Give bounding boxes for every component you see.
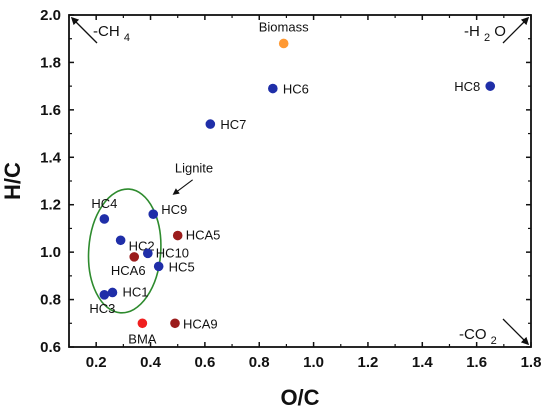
y-axis-tick-label: 0.6 — [40, 339, 61, 356]
point-label-hc10: HC10 — [156, 245, 189, 260]
point-label-hc5: HC5 — [169, 259, 195, 274]
lignite-arrow — [172, 179, 193, 195]
point-hc10 — [143, 248, 153, 259]
water-loss-label: -H 2 O — [464, 23, 506, 45]
x-axis-tick-label: 1.4 — [412, 354, 434, 371]
methane-loss-label: -CH 4 — [93, 23, 130, 44]
point-hc7 — [205, 119, 216, 129]
carbon-dioxide-loss-label: -CO 2 — [459, 326, 497, 347]
point-hc8 — [485, 81, 496, 91]
point-hc9 — [148, 209, 159, 219]
point-hca6 — [129, 252, 140, 262]
x-axis-tick-label: 1.6 — [466, 354, 487, 371]
water-label-suffix: O — [494, 23, 506, 40]
point-hca9 — [170, 318, 180, 329]
point-hc6 — [268, 83, 278, 94]
point-label-hc1: HC1 — [122, 284, 148, 299]
point-label-hc9: HC9 — [161, 202, 187, 217]
point-hc4 — [99, 214, 110, 224]
point-label-hc7: HC7 — [220, 117, 246, 132]
point-hc3 — [99, 290, 110, 300]
y-axis-tick-label: 1.0 — [40, 244, 61, 261]
y-axis-tick-label: 1.4 — [40, 149, 62, 166]
point-label-biomass: Biomass — [259, 19, 309, 34]
water-label-prefix: -H — [464, 23, 480, 40]
x-axis-tick-label: 0.8 — [249, 354, 270, 371]
x-axis-tick-label: 0.6 — [194, 354, 215, 371]
methane-label-prefix: -CH — [93, 23, 120, 40]
carbon-dioxide-label-prefix: -CO — [459, 326, 487, 343]
x-axis-tick-label: 1.8 — [521, 354, 542, 371]
y-axis-tick-label: 1.6 — [40, 102, 61, 119]
x-axis-tick-label: 0.2 — [86, 354, 107, 371]
carbon-dioxide-label-subscript: 2 — [491, 335, 497, 347]
point-label-hca5: HCA5 — [186, 228, 221, 243]
point-hc5 — [153, 261, 164, 272]
point-label-hc6: HC6 — [283, 82, 309, 97]
point-label-hca6: HCA6 — [111, 263, 146, 278]
lignite-region-ellipse — [87, 188, 162, 314]
methane-loss-arrow — [70, 16, 98, 44]
point-label-bma: BMA — [128, 331, 157, 346]
water-label-subscript: 2 — [484, 32, 490, 44]
point-hc1 — [107, 287, 118, 298]
x-axis-tick-label: 0.4 — [140, 354, 162, 371]
y-axis-tick-label: 2.0 — [40, 7, 61, 24]
water-loss-arrow — [502, 16, 530, 44]
y-axis-tick-label: 0.8 — [40, 292, 61, 309]
point-bma — [137, 318, 148, 329]
x-axis-tick-label: 1.0 — [303, 354, 324, 371]
point-hc2 — [115, 235, 126, 246]
y-axis-tick-label: 1.8 — [40, 54, 61, 71]
y-axis-title: H/C — [0, 162, 25, 200]
x-axis-title: O/C — [280, 385, 319, 410]
x-axis-tick-label: 1.2 — [358, 354, 379, 371]
point-hca5 — [172, 230, 183, 241]
point-label-hc4: HC4 — [91, 196, 117, 211]
y-axis-tick-label: 1.2 — [40, 197, 61, 214]
carbon-dioxide-loss-arrow — [502, 318, 530, 346]
methane-label-subscript: 4 — [124, 32, 130, 44]
point-biomass — [278, 38, 289, 49]
point-label-hc8: HC8 — [454, 79, 480, 94]
lignite-annotation: Lignite — [175, 161, 213, 176]
point-label-hca9: HCA9 — [183, 316, 218, 331]
point-label-hc3: HC3 — [89, 301, 115, 316]
